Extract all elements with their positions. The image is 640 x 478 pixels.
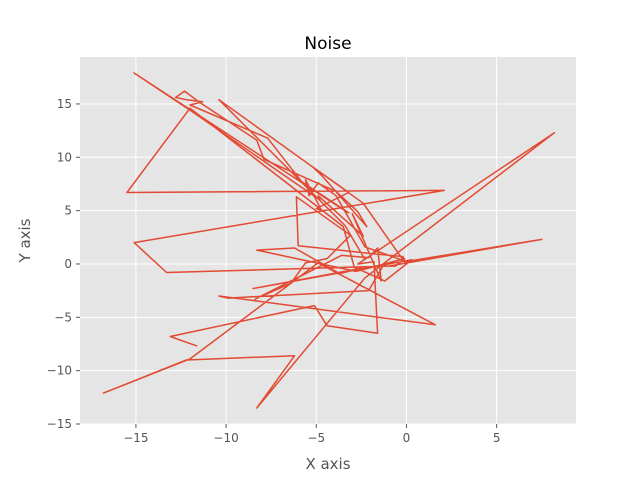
x-tick-label: −10 xyxy=(213,431,238,445)
x-axis-ticks: −15 −10 −5 0 5 xyxy=(123,424,500,445)
y-tick-label: −5 xyxy=(54,310,72,324)
y-tick-label: 15 xyxy=(57,97,72,111)
x-tick-label: 5 xyxy=(493,431,501,445)
x-tick-label: −5 xyxy=(307,431,325,445)
y-tick-label: 0 xyxy=(64,257,72,271)
y-axis-ticks: −15 −10 −5 0 5 10 15 xyxy=(47,97,80,431)
chart-title: Noise xyxy=(304,34,351,54)
y-tick-label: 10 xyxy=(57,150,72,164)
x-tick-label: 0 xyxy=(403,431,411,445)
plot-area xyxy=(80,57,576,424)
y-axis-label: Y axis xyxy=(16,218,34,263)
y-tick-label: −15 xyxy=(47,417,72,431)
x-axis-label: X axis xyxy=(305,455,350,473)
x-tick-label: −15 xyxy=(123,431,148,445)
y-tick-label: −10 xyxy=(47,364,72,378)
y-tick-label: 5 xyxy=(64,204,72,218)
series-line xyxy=(102,72,556,409)
